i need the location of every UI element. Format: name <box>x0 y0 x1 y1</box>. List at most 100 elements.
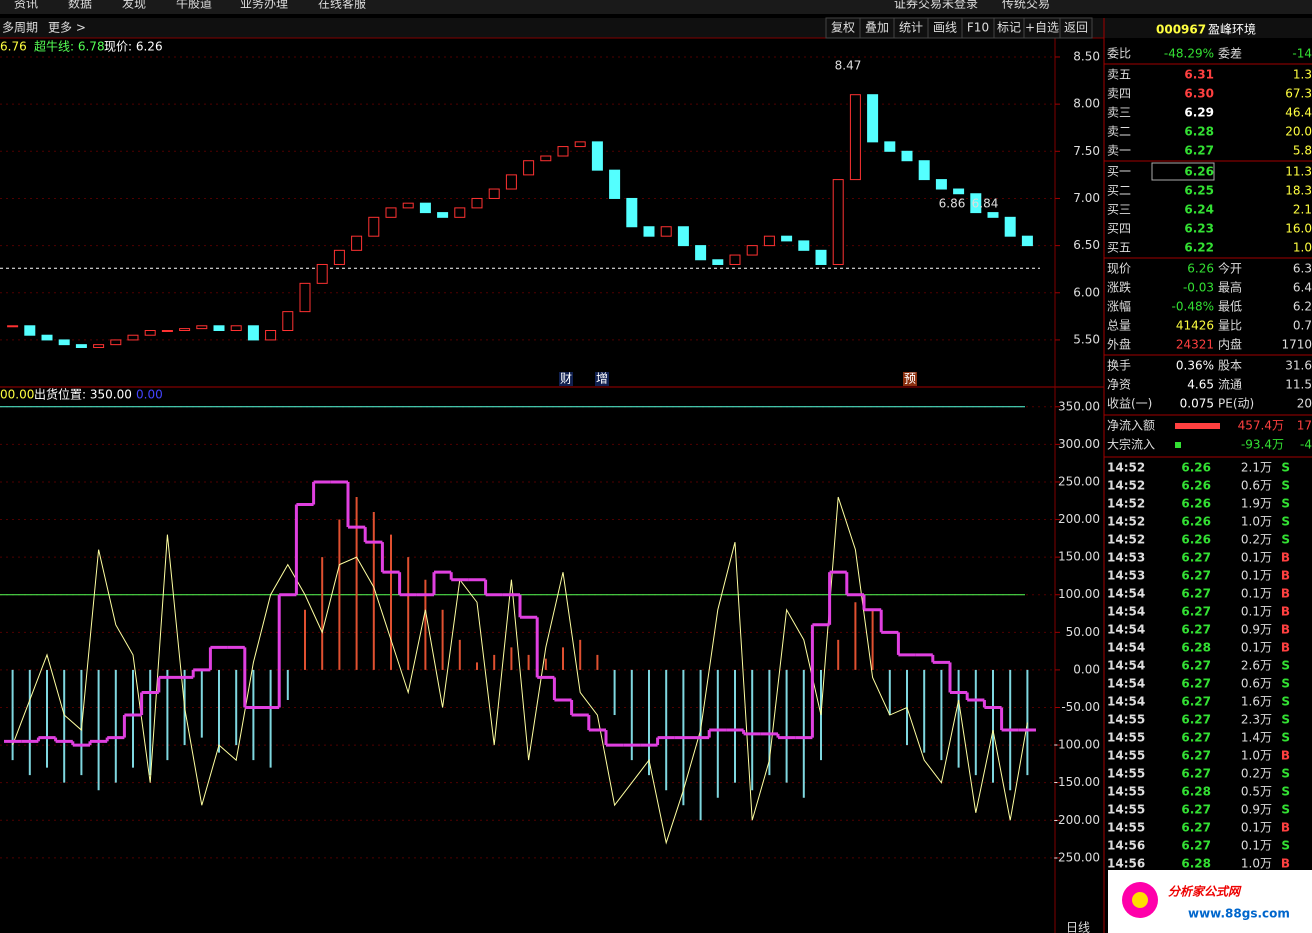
flow-value: -4 <box>1300 438 1312 452</box>
candle <box>867 94 879 143</box>
login-status: 证券交易未登录 <box>894 0 978 11</box>
ask-volume: 5.8 <box>1293 144 1312 158</box>
legend: 现价: 6.26 <box>104 40 163 54</box>
stat-value: 31.6 <box>1285 359 1312 373</box>
flow-value: 457.4万 <box>1238 419 1284 433</box>
trade-side: B <box>1281 605 1290 619</box>
stat-value: 6.26 <box>1187 262 1214 276</box>
stat-label: 内盘 <box>1218 337 1242 352</box>
trade-price: 6.27 <box>1181 749 1211 763</box>
toolbar-button[interactable]: F10 <box>967 21 989 35</box>
trade-side: B <box>1281 551 1290 565</box>
candle <box>93 344 105 348</box>
candle <box>196 325 208 330</box>
ask-price: 6.29 <box>1184 106 1214 120</box>
bid-price: 6.24 <box>1184 203 1214 217</box>
trade-volume: 1.0万 <box>1241 749 1272 763</box>
candle <box>746 245 758 256</box>
trade-volume: 0.2万 <box>1241 767 1272 781</box>
trade-volume: 0.1万 <box>1241 569 1272 583</box>
flow-bar <box>1175 442 1181 448</box>
trade-price: 6.27 <box>1181 731 1211 745</box>
trade-price: 6.27 <box>1181 569 1211 583</box>
stat-value: 0.075 <box>1180 397 1214 411</box>
stat-value: 1710 <box>1281 338 1312 352</box>
menu-item: 牛股道 <box>176 0 212 11</box>
trade-side: S <box>1281 461 1290 475</box>
y-tick-label: 6.00 <box>1073 285 1100 299</box>
candle <box>1021 235 1033 247</box>
trade-price: 6.27 <box>1181 659 1211 673</box>
marker-bg <box>559 372 573 386</box>
label: 委差 <box>1218 47 1242 61</box>
trade-volume: 0.9万 <box>1241 623 1272 637</box>
candle <box>144 330 156 336</box>
ask-price: 6.30 <box>1184 87 1214 101</box>
candle <box>471 197 483 209</box>
trade-side: B <box>1281 821 1290 835</box>
trade-volume: 1.0万 <box>1241 857 1272 871</box>
candle <box>695 245 707 261</box>
bid-price: 6.22 <box>1184 241 1214 255</box>
toolbar-button[interactable]: 画线 <box>933 21 957 35</box>
toolbar-button[interactable]: 复权 <box>831 21 855 35</box>
stat-label: 现价 <box>1107 262 1131 276</box>
trade-price: 6.26 <box>1181 515 1211 529</box>
trade-volume: 1.9万 <box>1241 497 1272 511</box>
trade-price: 6.27 <box>1181 587 1211 601</box>
toolbar-button[interactable]: 统计 <box>899 21 923 35</box>
stat-label: 股本 <box>1218 359 1242 373</box>
ask-volume: 1.3 <box>1293 68 1312 82</box>
trade-time: 14:52 <box>1107 461 1145 475</box>
label: 委比 <box>1107 47 1131 61</box>
candle <box>660 226 672 237</box>
annotation: 6.86 <box>939 197 966 211</box>
trade-volume: 1.4万 <box>1241 731 1272 745</box>
trade-time: 14:52 <box>1107 497 1145 511</box>
trade-side: S <box>1281 659 1290 673</box>
stat-label: 净资 <box>1107 378 1131 392</box>
trade-price: 6.28 <box>1181 641 1211 655</box>
trade-side: B <box>1281 587 1290 601</box>
toolbar-button[interactable]: 标记 <box>997 21 1021 35</box>
candle <box>849 94 861 181</box>
candle <box>987 212 999 218</box>
stat-label: PE(动) <box>1218 397 1254 411</box>
candle <box>247 325 259 341</box>
trade-side: B <box>1281 857 1290 871</box>
menu-item: 业务办理 <box>240 0 288 11</box>
toolbar-button[interactable]: 返回 <box>1064 21 1088 35</box>
legend: 00.00 <box>0 388 34 402</box>
candle <box>763 235 775 247</box>
trade-time: 14:52 <box>1107 515 1145 529</box>
ask-label: 卖三 <box>1107 106 1131 120</box>
trade-side: B <box>1281 623 1290 637</box>
stat-value: 6.3 <box>1293 262 1312 276</box>
stat-value: -0.48% <box>1172 300 1214 314</box>
trade-volume: 0.5万 <box>1241 785 1272 799</box>
candle <box>918 160 930 181</box>
bid-volume: 2.1 <box>1293 203 1312 217</box>
annotation: 6.84 <box>972 197 999 211</box>
ask-volume: 46.4 <box>1285 106 1312 120</box>
watermark-logo <box>1132 892 1148 908</box>
candle <box>41 334 53 341</box>
trade-time: 14:52 <box>1107 533 1145 547</box>
trade-time: 14:54 <box>1107 587 1145 601</box>
toolbar-button[interactable]: 叠加 <box>865 21 889 35</box>
candle <box>626 197 638 228</box>
candle <box>437 212 449 218</box>
candle <box>213 325 225 331</box>
trade-price: 6.27 <box>1181 695 1211 709</box>
trade-price: 6.27 <box>1181 551 1211 565</box>
candle <box>402 202 414 209</box>
y-tick-label: -50.00 <box>1061 700 1100 714</box>
toolbar-button[interactable]: +自选 <box>1025 21 1059 35</box>
trade-price: 6.27 <box>1181 677 1211 691</box>
flow-bar <box>1175 423 1220 429</box>
stat-value: 0.36% <box>1176 359 1214 373</box>
marker: 预 <box>904 372 916 386</box>
trade-time: 14:55 <box>1107 767 1145 781</box>
trade-price: 6.27 <box>1181 623 1211 637</box>
